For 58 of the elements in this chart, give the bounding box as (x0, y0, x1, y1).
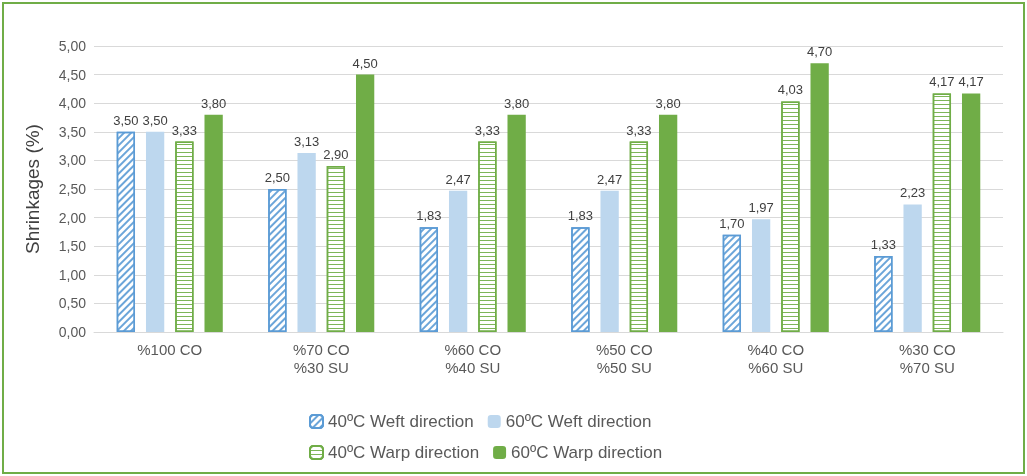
data-label: 3,33 (171, 122, 198, 138)
data-label: 4,70 (806, 44, 833, 60)
bar (658, 114, 678, 332)
y-tick-label: 4,00 (58, 95, 87, 112)
y-tick-label: 2,00 (58, 209, 87, 226)
y-tick-label: 2,50 (58, 181, 87, 197)
legend-label: 40ºC Weft direction (328, 412, 474, 431)
data-label: 3,50 (113, 112, 139, 128)
bar (810, 63, 829, 332)
bar (297, 152, 316, 332)
data-label: 1,97 (748, 200, 774, 216)
data-label: 2,23 (899, 185, 926, 201)
y-tick-label: 3,00 (58, 152, 87, 169)
legend-label: 60ºC Warp direction (511, 443, 663, 462)
data-label: 2,47 (596, 171, 623, 187)
bar (600, 190, 619, 332)
data-label: 3,80 (655, 95, 681, 111)
y-tick-label: 1,50 (58, 238, 87, 255)
bar (145, 131, 165, 332)
legend-label: 60ºC Weft direction (505, 412, 652, 431)
data-label: 4,17 (958, 74, 984, 90)
y-axis-title: Shrinkages (%) (22, 124, 43, 254)
data-label: 4,17 (929, 74, 955, 90)
data-label: 4,50 (352, 55, 378, 71)
data-label: 1,83 (567, 208, 594, 224)
data-label: 3,13 (293, 133, 320, 149)
bar (204, 114, 223, 332)
x-tick-label: %60 CO %40 SU (444, 340, 502, 376)
y-tick-label: 0,00 (58, 324, 87, 340)
bar (903, 204, 922, 332)
y-tick-label: 0,50 (58, 295, 87, 312)
data-label: 1,33 (870, 236, 897, 252)
data-label: 2,47 (445, 171, 471, 187)
y-tick-label: 5,00 (58, 38, 87, 54)
x-tick-label: %100 CO (137, 340, 203, 358)
data-label: 2,90 (323, 147, 349, 163)
data-label: 3,33 (626, 122, 652, 138)
bar (355, 74, 375, 332)
bar (961, 93, 981, 332)
data-label: 4,03 (777, 82, 804, 98)
x-tick-label: %40 CO %60 SU (747, 340, 805, 376)
legend-label: 40ºC Warp direction (328, 443, 480, 462)
bar (448, 190, 468, 332)
y-tick-label: 4,50 (58, 66, 87, 83)
y-tick-label: 1,00 (58, 266, 87, 283)
data-label: 3,80 (503, 95, 530, 111)
x-tick-label: %70 CO %30 SU (292, 340, 350, 376)
data-label: 3,80 (200, 95, 227, 111)
data-label: 1,83 (416, 208, 442, 224)
data-label: 3,33 (474, 122, 501, 138)
data-label: 1,70 (719, 215, 745, 231)
data-label: 3,50 (142, 112, 168, 128)
bar (751, 219, 771, 332)
y-tick-label: 3,50 (58, 123, 87, 140)
data-label: 2,50 (264, 170, 291, 185)
bar (507, 114, 526, 332)
x-tick-label: %30 CO %70 SU (898, 340, 956, 376)
x-tick-label: %50 CO %50 SU (595, 340, 653, 376)
